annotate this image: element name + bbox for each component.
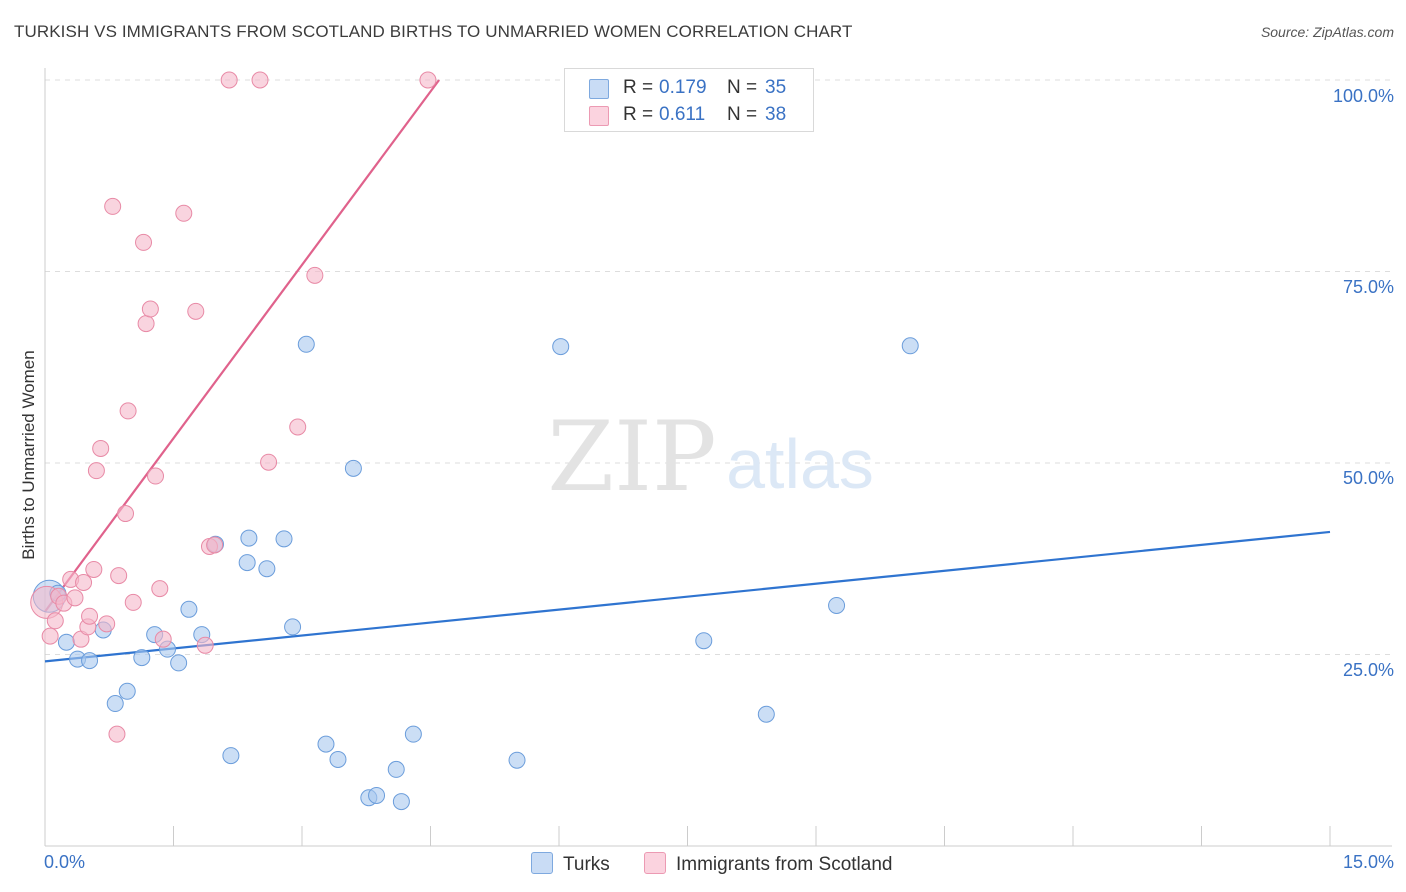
point-turks [258, 560, 276, 578]
y-tick-label-75: 75.0% [1342, 277, 1394, 297]
point-turks [828, 596, 846, 614]
watermark: ZIP atlas [547, 401, 874, 513]
point-turks [170, 654, 188, 672]
source-label: Source: ZipAtlas.com [1260, 24, 1394, 40]
point-scotland [141, 300, 159, 318]
point-scotland [137, 315, 155, 333]
point-turks [368, 786, 386, 804]
trend-lines [44, 79, 1331, 663]
point-scotland [41, 627, 59, 645]
point-scotland [124, 593, 142, 611]
point-scotland [108, 725, 126, 743]
point-turks [222, 747, 240, 765]
point-turks [297, 335, 315, 353]
n-value-scotland: 38 [765, 104, 787, 125]
n-value-turks: 35 [765, 77, 787, 98]
point-scotland [81, 607, 99, 625]
point-turks [106, 695, 124, 713]
point-scotland [220, 71, 238, 89]
point-scotland [117, 505, 135, 523]
correlation-legend: R = 0.179 N = 35 R = 0.611 N = 38 [564, 68, 814, 132]
point-scotland [110, 567, 128, 585]
point-scotland [147, 467, 165, 485]
point-scotland [92, 439, 110, 457]
y-tick-label-50: 50.0% [1342, 468, 1394, 488]
point-scotland [154, 630, 172, 648]
legend-label-scotland: Immigrants from Scotland [676, 854, 893, 875]
point-turks [81, 652, 99, 670]
point-scotland [135, 233, 153, 251]
point-scotland [306, 266, 324, 284]
point-turks [317, 735, 335, 753]
point-turks [329, 750, 347, 768]
scotland-legend-swatch [644, 852, 666, 874]
point-scotland [75, 573, 93, 591]
point-turks [387, 760, 405, 778]
point-turks [757, 705, 775, 723]
point-scotland [98, 615, 116, 633]
point-turks [180, 600, 198, 618]
x-min-label: 0.0% [44, 852, 86, 872]
point-turks [695, 632, 713, 650]
point-turks [901, 337, 919, 355]
turks-swatch [589, 79, 609, 99]
point-scotland [251, 71, 269, 89]
point-scotland [46, 612, 64, 630]
point-turks [118, 682, 136, 700]
watermark-atlas: atlas [726, 425, 874, 503]
point-scotland [175, 204, 193, 222]
point-scotland [196, 636, 214, 654]
point-scotland [119, 402, 137, 420]
point-turks [344, 459, 362, 477]
point-scotland [187, 302, 205, 320]
r-value-turks: 0.179 [659, 77, 707, 98]
point-turks [508, 751, 526, 769]
point-turks [240, 529, 258, 547]
r-value-scotland: 0.611 [659, 104, 706, 125]
point-turks [404, 725, 422, 743]
legend-item-turks: Turks [531, 852, 610, 876]
point-scotland [104, 197, 122, 215]
point-scotland [289, 418, 307, 436]
legend-item-scotland: Immigrants from Scotland [644, 852, 892, 876]
trend-line-scotland [44, 79, 440, 613]
point-turks [392, 793, 410, 811]
scotland-swatch [589, 106, 609, 126]
watermark-zip: ZIP [547, 401, 716, 513]
point-scotland [66, 589, 84, 607]
r-label: R = [623, 104, 654, 125]
point-scotland [85, 560, 103, 578]
point-turks [133, 649, 151, 667]
n-label: N = [727, 77, 758, 98]
y-axis-title: Births to Unmarried Women [19, 350, 38, 560]
point-scotland [151, 580, 169, 598]
chart-title: TURKISH VS IMMIGRANTS FROM SCOTLAND BIRT… [14, 22, 853, 41]
point-turks [552, 338, 570, 356]
x-max-label: 15.0% [1342, 852, 1394, 872]
legend-label-turks: Turks [563, 854, 610, 875]
trend-line-turks [44, 530, 1331, 663]
point-scotland [206, 536, 224, 554]
y-tick-label-100: 100.0% [1332, 86, 1394, 106]
point-turks [275, 530, 293, 548]
turks-legend-swatch [531, 852, 553, 874]
point-turks [238, 554, 256, 572]
r-label: R = [623, 77, 654, 98]
point-turks [284, 618, 302, 636]
point-scotland [87, 462, 105, 480]
data-points [30, 71, 919, 811]
point-scotland [419, 71, 437, 89]
y-tick-label-25: 25.0% [1342, 660, 1394, 680]
point-scotland [260, 453, 278, 471]
n-label: N = [727, 104, 758, 125]
point-turks [57, 633, 75, 651]
axes [44, 68, 1392, 847]
